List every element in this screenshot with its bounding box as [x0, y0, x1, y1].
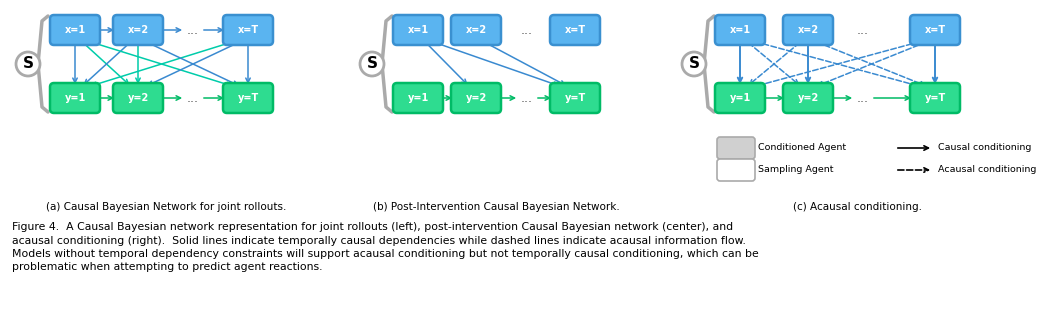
FancyBboxPatch shape	[909, 15, 960, 45]
Text: x=T: x=T	[924, 25, 945, 35]
FancyBboxPatch shape	[715, 15, 765, 45]
Text: Causal conditioning: Causal conditioning	[938, 144, 1031, 152]
FancyBboxPatch shape	[393, 15, 443, 45]
Text: ...: ...	[857, 24, 869, 36]
FancyBboxPatch shape	[223, 15, 273, 45]
Circle shape	[682, 52, 706, 76]
Text: (a) Causal Bayesian Network for joint rollouts.: (a) Causal Bayesian Network for joint ro…	[46, 202, 286, 212]
FancyBboxPatch shape	[783, 15, 833, 45]
Text: x=2: x=2	[466, 25, 487, 35]
Text: Acausal conditioning: Acausal conditioning	[938, 166, 1036, 174]
FancyBboxPatch shape	[550, 83, 600, 113]
Circle shape	[16, 52, 40, 76]
FancyBboxPatch shape	[783, 83, 833, 113]
Text: ...: ...	[187, 24, 199, 36]
FancyBboxPatch shape	[718, 137, 755, 159]
Text: ...: ...	[521, 92, 533, 105]
Text: Models without temporal dependency constraints will support acausal conditioning: Models without temporal dependency const…	[12, 249, 758, 259]
Text: Conditioned Agent: Conditioned Agent	[758, 144, 847, 152]
FancyBboxPatch shape	[451, 15, 501, 45]
Text: y=1: y=1	[407, 93, 429, 103]
Text: y=2: y=2	[466, 93, 487, 103]
Text: x=1: x=1	[64, 25, 86, 35]
FancyBboxPatch shape	[909, 83, 960, 113]
Text: x=T: x=T	[564, 25, 585, 35]
FancyBboxPatch shape	[451, 83, 501, 113]
Circle shape	[360, 52, 384, 76]
Text: y=T: y=T	[237, 93, 259, 103]
FancyBboxPatch shape	[113, 83, 163, 113]
FancyBboxPatch shape	[550, 15, 600, 45]
Text: x=T: x=T	[237, 25, 258, 35]
FancyBboxPatch shape	[393, 83, 443, 113]
Text: y=T: y=T	[564, 93, 585, 103]
Text: S: S	[22, 56, 34, 71]
Text: y=2: y=2	[797, 93, 818, 103]
Text: Figure 4.  A Causal Bayesian network representation for joint rollouts (left), p: Figure 4. A Causal Bayesian network repr…	[12, 222, 733, 232]
Text: ...: ...	[187, 92, 199, 105]
Text: x=2: x=2	[797, 25, 818, 35]
Text: x=2: x=2	[127, 25, 149, 35]
Text: problematic when attempting to predict agent reactions.: problematic when attempting to predict a…	[12, 263, 322, 272]
FancyBboxPatch shape	[113, 15, 163, 45]
Text: y=2: y=2	[127, 93, 149, 103]
FancyBboxPatch shape	[50, 15, 100, 45]
Text: y=1: y=1	[729, 93, 751, 103]
Text: S: S	[366, 56, 378, 71]
FancyBboxPatch shape	[715, 83, 765, 113]
Text: ...: ...	[521, 24, 533, 36]
FancyBboxPatch shape	[50, 83, 100, 113]
Text: ...: ...	[857, 92, 869, 105]
Text: y=1: y=1	[64, 93, 86, 103]
Text: y=T: y=T	[924, 93, 945, 103]
Text: acausal conditioning (right).  Solid lines indicate temporally causal dependenci: acausal conditioning (right). Solid line…	[12, 235, 746, 246]
Text: x=1: x=1	[407, 25, 429, 35]
FancyBboxPatch shape	[718, 159, 755, 181]
Text: S: S	[688, 56, 700, 71]
Text: Sampling Agent: Sampling Agent	[758, 166, 834, 174]
Text: x=1: x=1	[729, 25, 751, 35]
Text: (b) Post-Intervention Causal Bayesian Network.: (b) Post-Intervention Causal Bayesian Ne…	[373, 202, 620, 212]
Text: (c) Acausal conditioning.: (c) Acausal conditioning.	[793, 202, 922, 212]
FancyBboxPatch shape	[223, 83, 273, 113]
